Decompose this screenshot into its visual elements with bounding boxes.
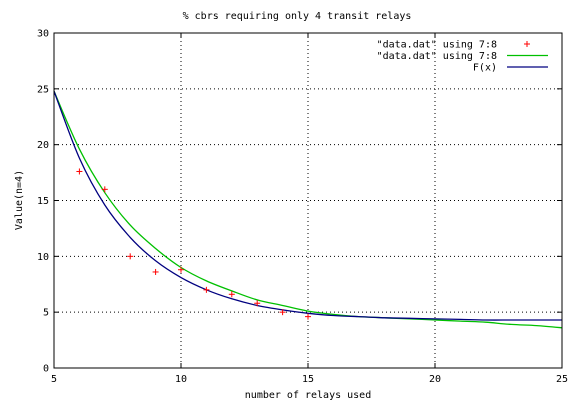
x-axis-label: number of relays used <box>245 390 371 401</box>
legend-label: "data.dat" using 7:8 <box>377 40 497 51</box>
plot-series <box>53 90 563 329</box>
data-point-marker <box>76 168 83 175</box>
y-tick-label: 5 <box>43 308 49 319</box>
y-axis-label: Value(n=4) <box>14 170 25 230</box>
data-point-marker <box>127 253 134 260</box>
grid <box>54 33 562 368</box>
fx-line <box>53 90 562 321</box>
y-tick-label: 15 <box>37 196 49 207</box>
y-tick-label: 30 <box>37 29 49 40</box>
data-point-marker <box>152 268 159 275</box>
x-tick-label: 5 <box>51 374 57 385</box>
chart-title: % cbrs requiring only 4 transit relays <box>183 11 412 22</box>
data-point-marker <box>178 266 184 273</box>
data-point-marker <box>254 300 261 307</box>
data-point-marker <box>101 186 108 193</box>
y-tick-label: 10 <box>37 252 49 263</box>
legend-label: F(x) <box>473 63 497 74</box>
y-tick-label: 25 <box>37 84 49 95</box>
x-tick-label: 10 <box>175 374 187 385</box>
data-point-marker <box>279 309 286 316</box>
data-point-marker <box>305 313 311 320</box>
y-tick-label: 20 <box>37 140 49 151</box>
legend: "data.dat" using 7:8"data.dat" using 7:8… <box>377 40 548 74</box>
x-tick-label: 25 <box>556 374 568 385</box>
x-tick-label: 20 <box>429 374 441 385</box>
data-point-marker <box>228 291 235 298</box>
y-tick-label: 0 <box>43 364 49 375</box>
x-tick-label: 15 <box>302 374 314 385</box>
smoothed-data-line <box>53 90 563 329</box>
legend-label: "data.dat" using 7:8 <box>377 51 497 62</box>
data-point-marker <box>203 286 210 293</box>
